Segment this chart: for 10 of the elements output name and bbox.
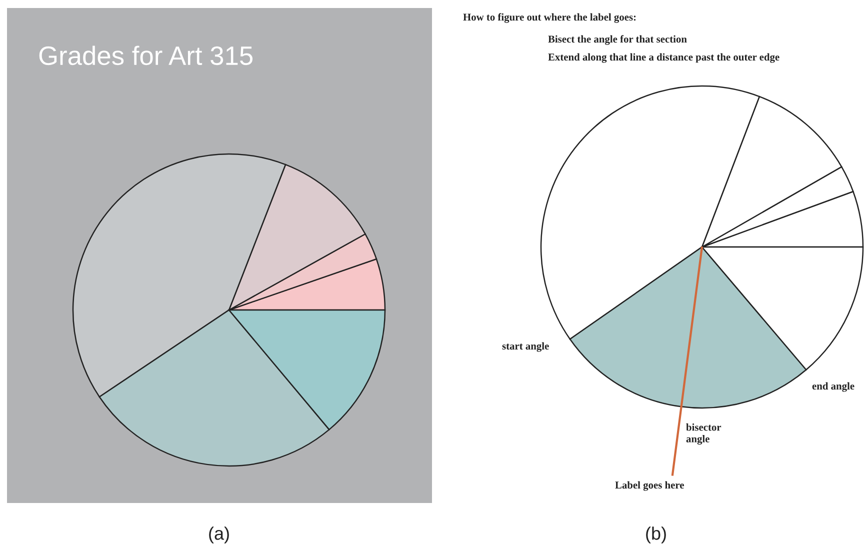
chart-title: Grades for Art 315	[39, 46, 253, 66]
text: Label goes here	[615, 481, 684, 491]
text: Extend along that line a distance past the outer edge	[548, 53, 780, 63]
text: Bisect the angle for that section	[548, 35, 687, 45]
chart-title: How to figure out where the label goes:	[463, 13, 636, 23]
text: bisector angle	[686, 423, 722, 445]
text: (b)	[646, 526, 666, 544]
text: end angle	[812, 382, 854, 392]
text: start angle	[502, 342, 549, 352]
text: (a)	[209, 526, 229, 544]
